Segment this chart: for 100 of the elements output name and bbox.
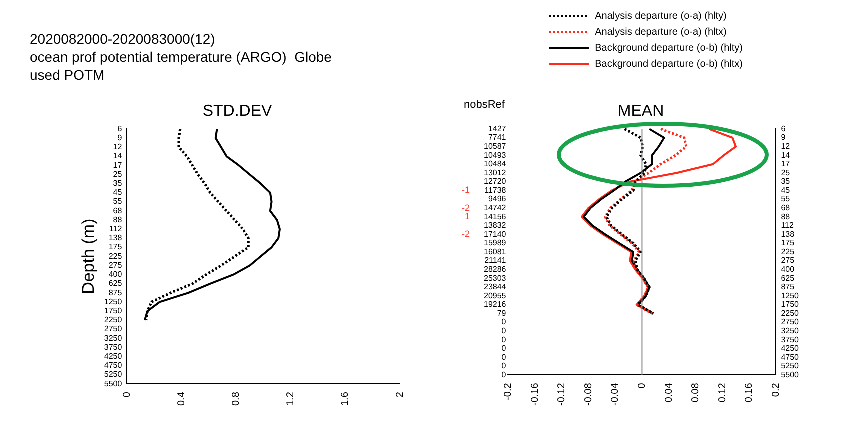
y2-tick-label: 9496 bbox=[488, 194, 507, 204]
y-tick-label: 45 bbox=[781, 186, 791, 195]
y-tick-label: 1750 bbox=[781, 300, 800, 310]
y-tick-label: 2750 bbox=[781, 318, 800, 327]
y-tick-label: 4750 bbox=[781, 352, 800, 362]
x-tick-label: 1.6 bbox=[340, 392, 352, 406]
y-tick-label: 1750 bbox=[104, 306, 123, 316]
y-tick-label: 25 bbox=[113, 170, 123, 179]
y-tick-label: 5250 bbox=[781, 362, 800, 371]
y2-tick-label: 1427 bbox=[488, 124, 507, 134]
y-tick-label: 88 bbox=[781, 212, 791, 222]
y-tick-label: 225 bbox=[108, 252, 123, 261]
y-tick-label: 3250 bbox=[781, 326, 800, 336]
y2-tick-label: 21141 bbox=[484, 256, 507, 266]
legend-label: Analysis departure (o-a) (hltx) bbox=[595, 26, 727, 38]
y-tick-label: 112 bbox=[109, 224, 123, 234]
y-tick-label: 275 bbox=[108, 260, 123, 270]
y-tick-label: 175 bbox=[108, 242, 123, 252]
y-tick-label: 14 bbox=[113, 152, 123, 161]
x-tick-label: -0.08 bbox=[583, 382, 594, 406]
y2-tick-label: 14742 bbox=[484, 203, 507, 212]
x-tick-label: -0.04 bbox=[610, 382, 622, 406]
y-tick-label: 35 bbox=[113, 179, 123, 188]
y-tick-label: 112 bbox=[781, 221, 795, 230]
x-tick-label: -0.16 bbox=[530, 382, 541, 406]
y-axis-title: Depth (m) bbox=[78, 218, 98, 294]
y2-tick-label: 0 bbox=[502, 344, 507, 354]
y-tick-label: 138 bbox=[781, 230, 796, 239]
x-tick-label: 0.4 bbox=[176, 392, 188, 406]
y-tick-label: 55 bbox=[113, 197, 123, 206]
y2-tick-label: 19216 bbox=[484, 300, 507, 310]
y2-tick-label: 0 bbox=[502, 370, 507, 380]
y-tick-label: 3750 bbox=[781, 335, 800, 344]
x-tick-label: -0.2 bbox=[502, 382, 514, 400]
x-tick-label: 0.8 bbox=[231, 392, 242, 406]
y2-tick-label: 25303 bbox=[484, 274, 507, 283]
x-tick-label: 2 bbox=[394, 392, 406, 398]
y2-tick-label: 0 bbox=[502, 362, 507, 371]
y2-tick-label: 15989 bbox=[484, 238, 507, 248]
y-tick-label: 225 bbox=[781, 247, 796, 256]
chart-title: MEAN bbox=[618, 103, 664, 120]
y-tick-label: 5500 bbox=[781, 370, 800, 380]
y2-tick-label: 0 bbox=[502, 318, 507, 327]
x-tick-label: 0 bbox=[122, 392, 133, 398]
y-tick-label: 68 bbox=[781, 203, 791, 212]
y-tick-label: 12 bbox=[113, 142, 123, 152]
y-tick-label: 3750 bbox=[104, 342, 123, 352]
y2-tick-label: 0 bbox=[502, 335, 507, 344]
y-tick-label: 875 bbox=[781, 282, 796, 292]
x-tick-label: 0.16 bbox=[744, 382, 756, 403]
y2-tick-label: 12720 bbox=[484, 177, 507, 186]
y-tick-label: 2750 bbox=[104, 324, 123, 334]
legend-label: Background departure (o-b) (hltx) bbox=[595, 58, 743, 70]
y-tick-label: 25 bbox=[781, 168, 791, 178]
x-tick-label: -0.12 bbox=[556, 382, 568, 406]
y2-tick-label: 10493 bbox=[484, 150, 507, 160]
legend-label: Analysis departure (o-a) (hlty) bbox=[595, 10, 727, 22]
y-tick-label: 275 bbox=[781, 256, 796, 266]
y-tick-label: 9 bbox=[781, 133, 786, 142]
y-tick-label: 5500 bbox=[104, 379, 123, 388]
y2-tick-label: 79 bbox=[497, 308, 507, 318]
y2-tick-label: 20955 bbox=[484, 291, 507, 300]
x-tick-label: 0.08 bbox=[690, 382, 702, 403]
y-tick-label: 5250 bbox=[104, 370, 123, 380]
chart-title: STD.DEV bbox=[202, 103, 272, 120]
y-tick-label: 17 bbox=[113, 160, 123, 170]
text: used POTM bbox=[30, 67, 105, 83]
y2-tick-label: 28286 bbox=[484, 264, 507, 274]
x-tick-label: 0 bbox=[636, 382, 648, 389]
y2-tick-label: 0 bbox=[502, 326, 507, 336]
y2-tick-label: 23844 bbox=[484, 282, 507, 292]
y-tick-label: 400 bbox=[781, 264, 796, 274]
y-tick-label: 4250 bbox=[104, 352, 123, 361]
y-tick-label: 1250 bbox=[104, 297, 123, 306]
y2-tick-label: 7741 bbox=[488, 133, 507, 142]
y-tick-label: 175 bbox=[781, 238, 796, 248]
y-tick-label: 17 bbox=[781, 160, 791, 169]
y-tick-label: 6 bbox=[118, 124, 123, 134]
y2-tick-label: 10587 bbox=[484, 142, 507, 151]
text: 1 bbox=[464, 212, 470, 222]
y2-tick-label: 10484 bbox=[484, 160, 507, 169]
y-tick-label: 4750 bbox=[104, 361, 123, 370]
y-tick-label: 6 bbox=[781, 124, 786, 134]
y-tick-label: 138 bbox=[108, 234, 123, 243]
y-tick-label: 68 bbox=[113, 206, 123, 216]
y2-tick-label: 11738 bbox=[484, 186, 507, 195]
y2-tick-label: 16081 bbox=[484, 247, 507, 256]
y-tick-label: 2250 bbox=[781, 308, 800, 318]
y2-tick-label: 0 bbox=[502, 352, 507, 362]
y-tick-label: 1250 bbox=[781, 291, 800, 300]
y-tick-label: 625 bbox=[781, 274, 796, 283]
y-tick-label: 9 bbox=[118, 134, 123, 143]
y-tick-label: 400 bbox=[108, 270, 123, 280]
y-tick-label: 45 bbox=[113, 188, 123, 198]
y-tick-label: 35 bbox=[781, 177, 791, 186]
y2-tick-label: 17140 bbox=[484, 230, 507, 239]
text: 2020082000-2020083000(12) bbox=[30, 31, 216, 47]
text: nobsRef bbox=[464, 99, 506, 111]
x-tick-label: 1.2 bbox=[286, 392, 297, 406]
y2-tick-label: 13832 bbox=[484, 221, 507, 230]
